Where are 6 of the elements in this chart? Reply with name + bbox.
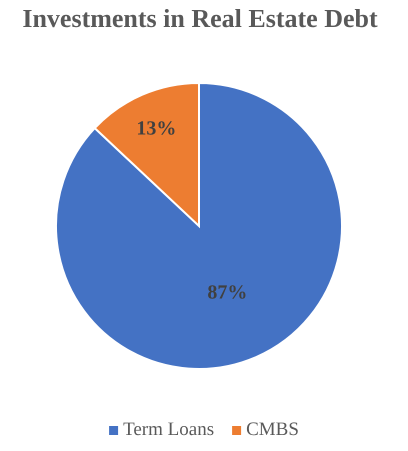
chart-title: Investments in Real Estate Debt: [22, 4, 378, 33]
data-label: 87%: [207, 282, 248, 304]
pie-slice: [55, 82, 343, 370]
data-label: 13%: [136, 118, 176, 140]
legend-label: CMBS: [246, 419, 299, 440]
legend-label: Term Loans: [123, 419, 214, 440]
